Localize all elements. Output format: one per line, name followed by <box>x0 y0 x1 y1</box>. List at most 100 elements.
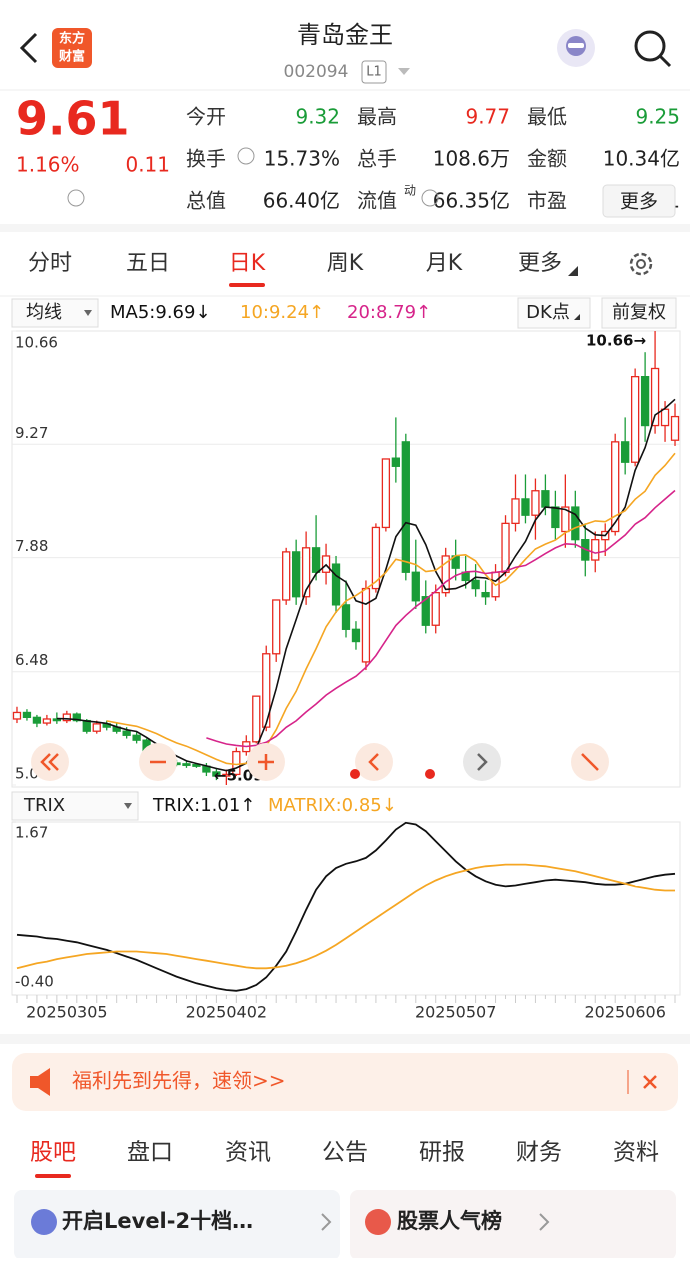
quote-rows: 今开 9.32 最高 9.77 最低 9.25 换手 15.73% 总手 108.6万 金额 10.3… <box>67 105 680 213</box>
candle-body <box>52 718 62 722</box>
level: L1 <box>366 65 382 80</box>
adjust-button[interactable] <box>601 297 677 329</box>
banner[interactable] <box>12 1053 678 1111</box>
x-tick-label: 20250402 <box>186 1003 267 1022</box>
candle-body <box>72 713 81 722</box>
candle-body <box>252 695 261 743</box>
search[interactable] <box>634 30 666 62</box>
candle-body <box>122 730 131 736</box>
quote-label: 总手 <box>357 147 397 171</box>
tab[interactable]: 财务 <box>516 1140 562 1166</box>
y-tick-label: -0.40 <box>15 973 54 991</box>
tab-underline <box>35 1174 71 1178</box>
tab[interactable]: 周K <box>327 251 364 276</box>
tabs: 分时 五日 日K 周K 月K 更多 <box>28 251 562 287</box>
candle-body <box>640 375 650 427</box>
info-icon <box>421 189 439 207</box>
more-text[interactable]: 更多 <box>620 191 658 213</box>
back[interactable] <box>19 32 38 64</box>
bottom-tabs: 股吧 盘口 资讯 公告 研报 财务 资料 <box>30 1140 659 1178</box>
x-tick-label: 20250606 <box>584 1003 665 1022</box>
quote-label: 换手 <box>186 147 226 171</box>
candle-body <box>561 506 570 533</box>
x-tick-label: 20250507 <box>415 1003 496 1022</box>
candle-body <box>650 367 660 427</box>
annotation: 10.66→ <box>586 332 646 350</box>
card-title[interactable]: 开启Level-2十档… <box>62 1209 253 1233</box>
indicator-select[interactable] <box>11 791 139 821</box>
quote-label: 今开 <box>186 105 226 129</box>
candle-body <box>441 555 450 594</box>
candle-body <box>232 750 241 776</box>
info-icon <box>237 147 255 165</box>
indicator[interactable]: 均线 <box>26 302 62 323</box>
dropdown[interactable] <box>398 68 410 75</box>
candle-body <box>291 551 301 598</box>
candle-body <box>381 458 391 529</box>
tab[interactable]: 日K <box>229 251 266 276</box>
candle-body <box>92 723 101 732</box>
logo-text: 财富 <box>59 49 85 65</box>
pct: 1.16% <box>16 153 80 177</box>
tab[interactable]: 资讯 <box>225 1140 271 1166</box>
tab[interactable]: 分时 <box>28 251 72 276</box>
close[interactable] <box>643 1075 657 1089</box>
code: 002094 <box>284 62 349 82</box>
adjust[interactable]: 前复权 <box>612 302 666 323</box>
quote-label: 最低 <box>527 105 567 129</box>
indicator-select[interactable] <box>11 298 99 328</box>
dk-button[interactable] <box>517 297 591 329</box>
tab[interactable]: 资料 <box>613 1140 659 1166</box>
chart-nav[interactable] <box>31 743 609 781</box>
legend: MA5:9.69↓ <box>110 302 211 323</box>
card[interactable] <box>14 1190 340 1260</box>
tab[interactable]: 月K <box>426 251 463 276</box>
banner-text[interactable]: 福利先到先得，速领>> <box>72 1069 286 1093</box>
tab[interactable]: 更多 <box>518 251 562 276</box>
legend: TRIX:1.01↑ <box>152 795 255 816</box>
candle-body <box>571 506 580 541</box>
gap <box>0 224 690 232</box>
next[interactable] <box>463 743 501 781</box>
ma-line <box>206 489 676 748</box>
candle-body <box>471 579 480 590</box>
level-box <box>361 60 387 84</box>
tab[interactable]: 股吧 <box>30 1140 76 1166</box>
candle-body <box>182 763 191 766</box>
candle-body <box>282 551 291 601</box>
candle-body <box>591 539 600 561</box>
candle-body <box>12 711 22 720</box>
indicator[interactable]: TRIX <box>23 795 65 816</box>
candle-body <box>331 563 341 606</box>
legend: MATRIX:0.85↓ <box>268 795 397 816</box>
settings[interactable] <box>629 252 653 276</box>
y-tick-label: 6.48 <box>15 651 48 669</box>
trix-frame <box>11 821 681 996</box>
tab[interactable]: 盘口 <box>127 1140 173 1166</box>
candle-body <box>361 587 371 663</box>
tab[interactable]: 公告 <box>322 1140 368 1166</box>
candle-body <box>541 490 550 508</box>
card[interactable] <box>350 1190 676 1260</box>
candle-body <box>501 522 510 573</box>
candle-body <box>621 441 630 463</box>
legend: 20:8.79↑ <box>347 302 431 323</box>
dk[interactable]: DK点 <box>526 302 570 323</box>
quote-label: 最高 <box>357 105 397 129</box>
candle-body <box>630 375 640 463</box>
candle-body <box>82 719 91 732</box>
candle-body <box>192 763 201 767</box>
quote-value: 66.40亿 <box>263 189 340 213</box>
tab[interactable]: 五日 <box>126 251 170 276</box>
info-icon <box>67 189 85 207</box>
candle-body <box>32 716 42 724</box>
tab-underline <box>229 283 265 287</box>
change: 0.11 <box>125 153 170 177</box>
candle-body <box>521 498 530 516</box>
card-title[interactable]: 股票人气榜 <box>397 1209 502 1233</box>
candle-body <box>262 653 271 728</box>
more-button[interactable] <box>602 184 676 218</box>
tab[interactable]: 研报 <box>419 1140 465 1166</box>
